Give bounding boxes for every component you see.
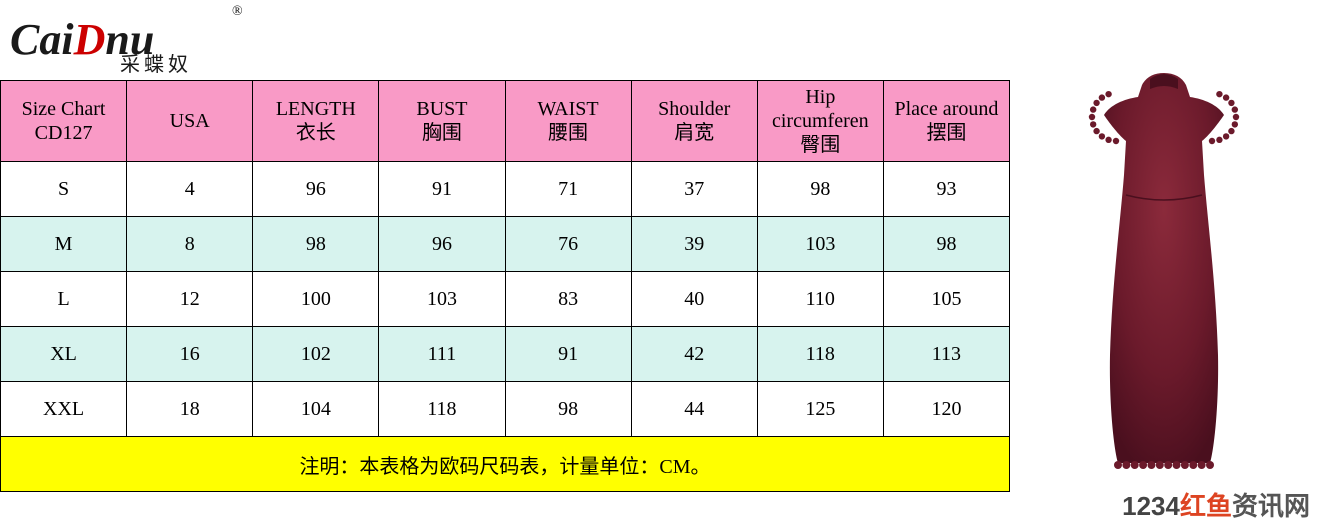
table-cell: 118 (757, 327, 883, 382)
header-line1: WAIST (508, 97, 629, 121)
column-header: Place around摆围 (883, 81, 1009, 162)
header-line2: 肩宽 (634, 121, 755, 145)
header-line1: Hip circumferen (760, 85, 881, 133)
header-line2: 臀围 (760, 133, 881, 157)
table-cell: XL (1, 327, 127, 382)
table-cell: 120 (883, 382, 1009, 437)
header-line2: 腰围 (508, 121, 629, 145)
header-line1: USA (129, 109, 250, 133)
table-cell: M (1, 217, 127, 272)
left-panel: CaiDnu 采蝶奴 ® Size ChartCD127USALENGTH衣长B… (0, 0, 1010, 529)
table-cell: 98 (883, 217, 1009, 272)
dress-icon (1054, 55, 1274, 475)
table-footnote-row: 注明：本表格为欧码尺码表，计量单位：CM。 (1, 437, 1010, 492)
table-cell: 105 (883, 272, 1009, 327)
table-cell: 103 (379, 272, 505, 327)
table-cell: 125 (757, 382, 883, 437)
table-cell: 18 (127, 382, 253, 437)
registered-mark-icon: ® (232, 4, 243, 20)
header-line1: Place around (886, 97, 1007, 121)
table-row: L121001038340110105 (1, 272, 1010, 327)
table-cell: 93 (883, 162, 1009, 217)
table-cell: 100 (253, 272, 379, 327)
header-line2: 衣长 (255, 121, 376, 145)
header-line1: LENGTH (255, 97, 376, 121)
table-cell: 44 (631, 382, 757, 437)
size-chart-table: Size ChartCD127USALENGTH衣长BUST胸围WAIST腰围S… (0, 80, 1010, 492)
table-row: M89896763910398 (1, 217, 1010, 272)
table-cell: 102 (253, 327, 379, 382)
table-cell: 83 (505, 272, 631, 327)
watermark-grey-text: 资讯网 (1232, 491, 1310, 521)
table-cell: 91 (505, 327, 631, 382)
header-line1: Shoulder (634, 97, 755, 121)
table-cell: 110 (757, 272, 883, 327)
table-cell: 40 (631, 272, 757, 327)
logo-subtitle: 采蝶奴 (120, 48, 192, 77)
table-cell: 37 (631, 162, 757, 217)
table-body: S4969171379893M89896763910398L1210010383… (1, 162, 1010, 437)
table-cell: S (1, 162, 127, 217)
page-container: CaiDnu 采蝶奴 ® Size ChartCD127USALENGTH衣长B… (0, 0, 1318, 529)
table-cell: 96 (379, 217, 505, 272)
column-header: Size ChartCD127 (1, 81, 127, 162)
table-row: S4969171379893 (1, 162, 1010, 217)
column-header: BUST胸围 (379, 81, 505, 162)
table-cell: 104 (253, 382, 379, 437)
table-cell: 118 (379, 382, 505, 437)
table-cell: 103 (757, 217, 883, 272)
column-header: Hip circumferen臀围 (757, 81, 883, 162)
table-row: XL161021119142118113 (1, 327, 1010, 382)
table-cell: 111 (379, 327, 505, 382)
column-header: USA (127, 81, 253, 162)
table-cell: 76 (505, 217, 631, 272)
table-cell: 96 (253, 162, 379, 217)
column-header: LENGTH衣长 (253, 81, 379, 162)
dress-illustration (1054, 55, 1274, 475)
header-line2: 摆围 (886, 121, 1007, 145)
header-line1: Size Chart (3, 97, 124, 121)
table-cell: 42 (631, 327, 757, 382)
table-cell: 39 (631, 217, 757, 272)
product-image-panel (1010, 0, 1318, 529)
watermark: 1234红鱼资讯网 (1122, 486, 1310, 523)
header-line1: BUST (381, 97, 502, 121)
table-cell: 8 (127, 217, 253, 272)
header-line2: 胸围 (381, 121, 502, 145)
header-line2: CD127 (3, 121, 124, 145)
table-cell: 91 (379, 162, 505, 217)
table-cell: 98 (505, 382, 631, 437)
table-cell: 4 (127, 162, 253, 217)
footnote-cell: 注明：本表格为欧码尺码表，计量单位：CM。 (1, 437, 1010, 492)
watermark-number: 1234 (1122, 491, 1180, 521)
table-cell: 113 (883, 327, 1009, 382)
logo-left: Cai (10, 15, 74, 64)
column-header: Shoulder肩宽 (631, 81, 757, 162)
brand-logo: CaiDnu 采蝶奴 ® (0, 0, 1010, 80)
table-cell: 98 (757, 162, 883, 217)
column-header: WAIST腰围 (505, 81, 631, 162)
table-cell: 12 (127, 272, 253, 327)
watermark-red-text: 红鱼 (1180, 491, 1232, 521)
table-cell: XXL (1, 382, 127, 437)
table-header-row: Size ChartCD127USALENGTH衣长BUST胸围WAIST腰围S… (1, 81, 1010, 162)
table-cell: 98 (253, 217, 379, 272)
table-cell: L (1, 272, 127, 327)
table-cell: 16 (127, 327, 253, 382)
logo-d-letter: D (74, 15, 106, 64)
table-row: XXL181041189844125120 (1, 382, 1010, 437)
table-cell: 71 (505, 162, 631, 217)
